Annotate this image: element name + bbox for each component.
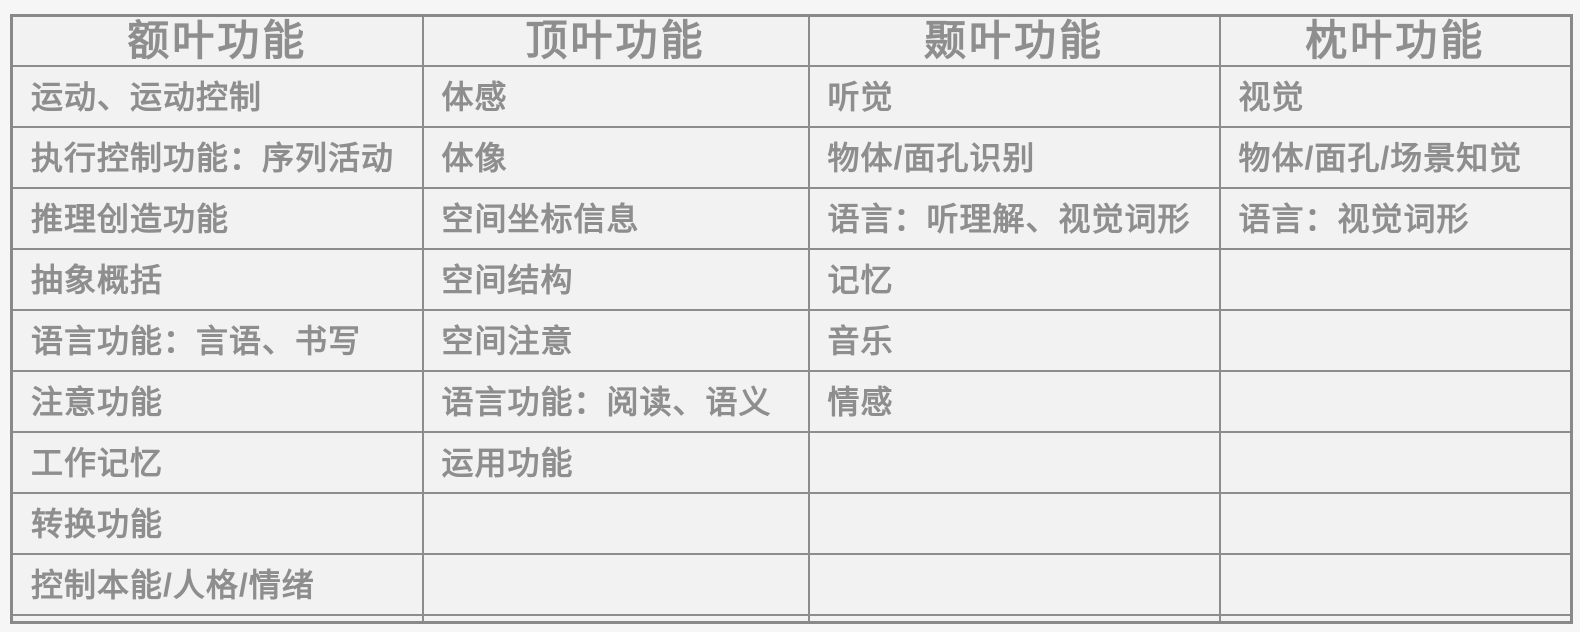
- column-header-temporal-lobe: 颞叶功能: [807, 14, 1221, 67]
- table-cell: 视觉: [1218, 65, 1573, 128]
- table-row: 抽象概括 空间结构 记忆: [10, 248, 1573, 311]
- table-row: 推理创造功能 空间坐标信息 语言：听理解、视觉词形 语言：视觉词形: [10, 187, 1573, 250]
- table-cell: 语言：视觉词形: [1218, 187, 1573, 250]
- table-cell: [1218, 309, 1573, 372]
- table-cell: 语言功能：言语、书写: [10, 309, 424, 372]
- table-cell: 语言：听理解、视觉词形: [807, 187, 1221, 250]
- table-cell: 空间注意: [421, 309, 810, 372]
- column-header-parietal-lobe: 顶叶功能: [421, 14, 810, 67]
- table-cell: [1218, 431, 1573, 494]
- spacer-cell: [1218, 614, 1573, 624]
- table-row: 执行控制功能：序列活动 体像 物体/面孔识别 物体/面孔/场景知觉: [10, 126, 1573, 189]
- spacer-cell: [421, 614, 810, 624]
- table-cell: 语言功能：阅读、语义: [421, 370, 810, 433]
- table-row: 注意功能 语言功能：阅读、语义 情感: [10, 370, 1573, 433]
- table-cell: 运动、运动控制: [10, 65, 424, 128]
- table-cell: [1218, 248, 1573, 311]
- table-cell: 运用功能: [421, 431, 810, 494]
- table-cell: [807, 431, 1221, 494]
- spacer-cell: [10, 614, 424, 624]
- table-row: 语言功能：言语、书写 空间注意 音乐: [10, 309, 1573, 372]
- column-header-frontal-lobe: 额叶功能: [10, 14, 424, 67]
- bottom-spacer-row: [10, 614, 1573, 624]
- table-cell: [807, 492, 1221, 555]
- table-cell: 音乐: [807, 309, 1221, 372]
- table-cell: 抽象概括: [10, 248, 424, 311]
- table-cell: 空间坐标信息: [421, 187, 810, 250]
- table-cell: 转换功能: [10, 492, 424, 555]
- table-row: 转换功能: [10, 492, 1573, 555]
- table-cell: [1218, 492, 1573, 555]
- header-row: 额叶功能 顶叶功能 颞叶功能 枕叶功能: [10, 14, 1573, 67]
- table-row: 控制本能/人格/情绪: [10, 553, 1573, 616]
- table-cell: [1218, 370, 1573, 433]
- table-cell: 听觉: [807, 65, 1221, 128]
- table-row: 工作记忆 运用功能: [10, 431, 1573, 494]
- table-cell: 记忆: [807, 248, 1221, 311]
- brain-lobe-functions-table: 额叶功能 顶叶功能 颞叶功能 枕叶功能 运动、运动控制 体感 听觉 视觉 执行控…: [10, 14, 1573, 624]
- table-cell: 物体/面孔/场景知觉: [1218, 126, 1573, 189]
- table-cell: 注意功能: [10, 370, 424, 433]
- table-cell: 执行控制功能：序列活动: [10, 126, 424, 189]
- table-cell: 体像: [421, 126, 810, 189]
- table-cell: 控制本能/人格/情绪: [10, 553, 424, 616]
- table-cell: 物体/面孔识别: [807, 126, 1221, 189]
- table-cell: 情感: [807, 370, 1221, 433]
- table-cell: 空间结构: [421, 248, 810, 311]
- table-cell: 工作记忆: [10, 431, 424, 494]
- table-cell: 推理创造功能: [10, 187, 424, 250]
- spacer-cell: [807, 614, 1221, 624]
- table-container: 额叶功能 顶叶功能 颞叶功能 枕叶功能 运动、运动控制 体感 听觉 视觉 执行控…: [10, 14, 1573, 624]
- table-cell: [807, 553, 1221, 616]
- table-cell: [421, 553, 810, 616]
- table-cell: [1218, 553, 1573, 616]
- table-cell: [421, 492, 810, 555]
- table-cell: 体感: [421, 65, 810, 128]
- column-header-occipital-lobe: 枕叶功能: [1218, 14, 1573, 67]
- table-row: 运动、运动控制 体感 听觉 视觉: [10, 65, 1573, 128]
